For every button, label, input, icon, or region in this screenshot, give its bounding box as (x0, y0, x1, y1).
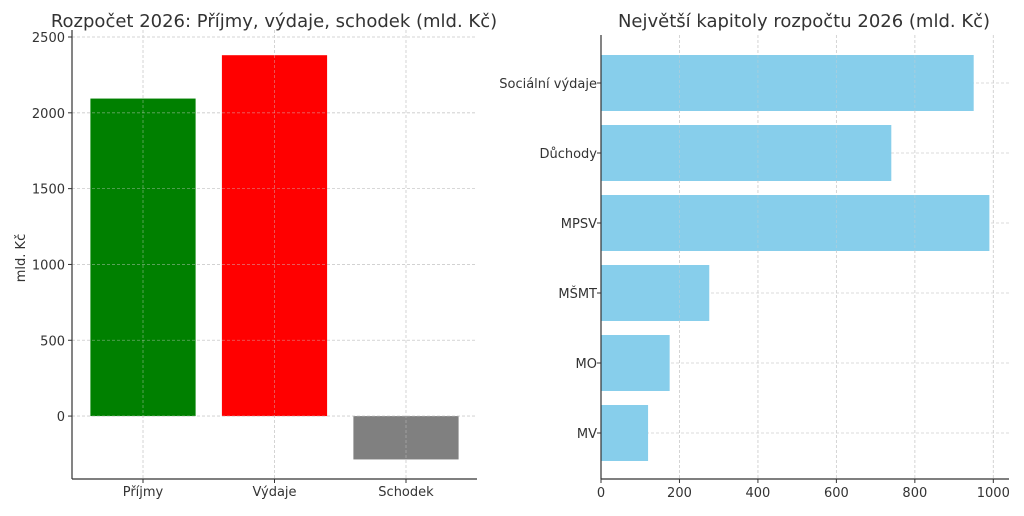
right-y-tick-label: MŠMT (558, 286, 597, 302)
left-y-tick-label: 1000 (32, 258, 65, 273)
left-chart-title: Rozpočet 2026: Příjmy, výdaje, schodek (… (51, 11, 497, 32)
bar-chapter (601, 195, 990, 251)
left-y-axis-label: mld. Kč (14, 234, 29, 282)
right-x-tick-label: 800 (902, 486, 927, 501)
right-x-tick-label: 200 (667, 486, 692, 501)
left-chart: Rozpočet 2026: Příjmy, výdaje, schodek (… (14, 11, 497, 500)
bar-chapter (601, 335, 670, 391)
bar-chapter (601, 55, 974, 111)
right-y-tick-label: Důchody (539, 147, 597, 162)
right-y-tick-label: MV (577, 427, 597, 442)
right-x-tick-label: 600 (824, 486, 849, 501)
right-chart-title: Největší kapitoly rozpočtu 2026 (mld. Kč… (618, 11, 990, 32)
left-y-tick-label: 1500 (32, 183, 65, 198)
right-y-tick-label: Sociální výdaje (499, 77, 597, 92)
left-x-tick-label: Schodek (378, 485, 434, 500)
right-chart: Největší kapitoly rozpočtu 2026 (mld. Kč… (499, 11, 1010, 501)
right-x-tick-label: 400 (746, 486, 771, 501)
bar-chapter (601, 405, 649, 461)
bar-chapter (601, 265, 710, 321)
right-y-tick-label: MPSV (561, 217, 597, 232)
left-y-tick-label: 2000 (32, 107, 65, 122)
right-x-tick-label: 1000 (977, 486, 1010, 501)
right-x-tick-label: 0 (597, 486, 605, 501)
left-y-tick-label: 2500 (32, 31, 65, 46)
left-y-tick-label: 0 (57, 410, 65, 425)
left-x-tick-label: Výdaje (252, 485, 296, 500)
bar-chapter (601, 125, 892, 181)
right-y-tick-label: MO (576, 357, 597, 372)
left-y-tick-label: 500 (40, 334, 65, 349)
left-x-tick-label: Příjmy (123, 485, 164, 500)
